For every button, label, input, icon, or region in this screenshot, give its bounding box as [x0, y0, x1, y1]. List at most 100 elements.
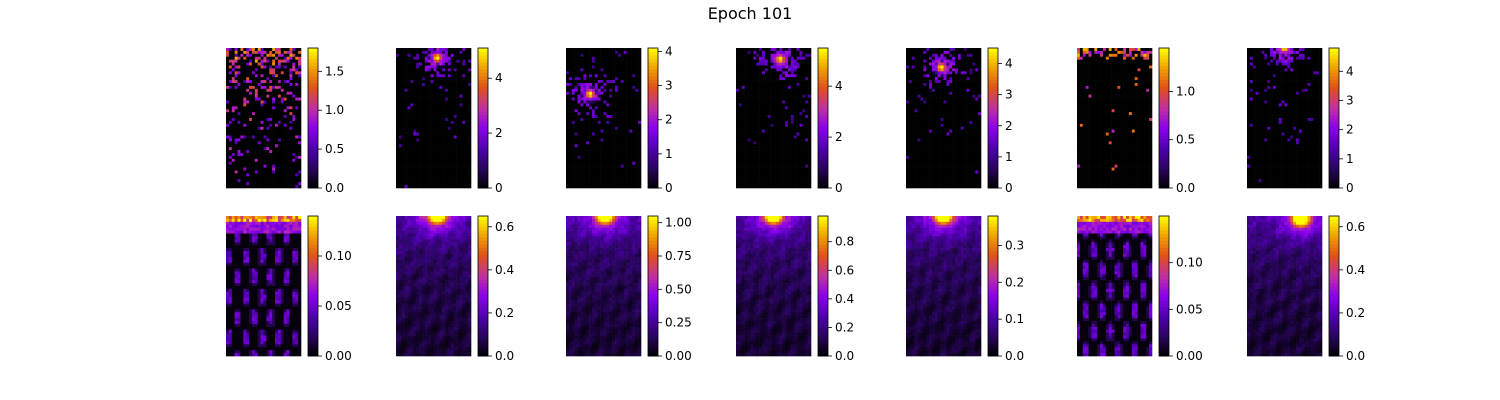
heatmap-cell	[748, 60, 751, 63]
heatmap-cell	[580, 176, 583, 179]
heatmap-cell	[448, 153, 451, 156]
heatmap-cell	[785, 103, 788, 106]
heatmap-cell	[756, 101, 759, 104]
heatmap-cell	[454, 144, 457, 147]
heatmap-cell	[278, 185, 281, 188]
heatmap-cell	[289, 162, 292, 165]
heatmap-cell	[266, 86, 269, 89]
heatmap-cell	[436, 112, 439, 115]
heatmap-cell	[586, 127, 589, 130]
heatmap-cell	[396, 115, 399, 118]
heatmap-cell	[748, 71, 751, 74]
heatmap-cell	[246, 165, 249, 168]
heatmap-cell	[768, 74, 771, 77]
heatmap-cell	[292, 159, 295, 162]
heatmap-cell	[298, 127, 301, 130]
heatmap-cell	[298, 121, 301, 124]
heatmap-cell	[289, 165, 292, 168]
heatmap-cell	[566, 51, 569, 54]
heatmap-cell	[618, 95, 621, 98]
heatmap-cell	[791, 54, 794, 57]
heatmap-cell	[275, 162, 278, 165]
heatmap-cell	[425, 98, 428, 101]
heatmap-cell	[802, 106, 805, 109]
heatmap-cell	[797, 150, 800, 153]
heatmap-cell	[462, 118, 465, 121]
heatmap-cell	[776, 86, 779, 89]
heatmap-cell	[258, 118, 261, 121]
heatmap-cell	[272, 77, 275, 80]
heatmap-cell	[586, 98, 589, 101]
heatmap-cell	[799, 77, 802, 80]
heatmap-cell	[788, 165, 791, 168]
heatmap-cell	[779, 124, 782, 127]
heatmap-cell	[604, 80, 607, 83]
heatmap-cell	[750, 95, 753, 98]
heatmap-cell	[284, 83, 287, 86]
heatmap-cell	[284, 168, 287, 171]
heatmap-cell	[272, 109, 275, 112]
heatmap-cell	[580, 165, 583, 168]
heatmap-cell	[238, 63, 241, 66]
heatmap-cell	[797, 103, 800, 106]
heatmap-cell	[465, 179, 468, 182]
heatmap-cell	[566, 176, 569, 179]
heatmap-cell	[287, 89, 290, 92]
heatmap-cell	[629, 150, 632, 153]
heatmap-cell	[229, 124, 232, 127]
heatmap-cell	[408, 92, 411, 95]
heatmap-cell	[255, 101, 258, 104]
heatmap-cell	[402, 185, 405, 188]
heatmap-cell	[462, 179, 465, 182]
heatmap-cell	[416, 77, 419, 80]
heatmap-cell	[229, 80, 232, 83]
heatmap-cell	[624, 86, 627, 89]
heatmap-cell	[566, 159, 569, 162]
heatmap-cell	[632, 71, 635, 74]
heatmap-cell	[439, 98, 442, 101]
heatmap-cell	[448, 182, 451, 185]
heatmap-cell	[612, 182, 615, 185]
heatmap-cell	[621, 141, 624, 144]
heatmap-cell	[768, 98, 771, 101]
heatmap-cell	[289, 171, 292, 174]
heatmap-cell	[794, 48, 797, 51]
heatmap-cell	[615, 127, 618, 130]
heatmap-cell	[226, 171, 229, 174]
heatmap-cell	[785, 109, 788, 112]
heatmap-cell	[638, 66, 641, 69]
heatmap-cell	[408, 83, 411, 86]
heatmap-cell	[454, 153, 457, 156]
heatmap-cell	[753, 95, 756, 98]
heatmap-cell	[808, 77, 811, 80]
heatmap-cell	[298, 86, 301, 89]
heatmap-cell	[586, 112, 589, 115]
heatmap-cell	[575, 147, 578, 150]
heatmap-cell	[428, 165, 431, 168]
heatmap-cell	[621, 109, 624, 112]
heatmap-cell	[638, 153, 641, 156]
heatmap-cell	[736, 138, 739, 141]
heatmap-cell	[235, 95, 238, 98]
heatmap-cell	[592, 115, 595, 118]
heatmap-cell	[808, 51, 811, 54]
colorbar-segment	[478, 171, 488, 175]
heatmap-cell	[454, 130, 457, 133]
heatmap-cell	[431, 121, 434, 124]
heatmap-cell	[428, 144, 431, 147]
heatmap-cell	[281, 89, 284, 92]
heatmap-cell	[765, 138, 768, 141]
heatmap-cell	[575, 103, 578, 106]
heatmap-cell	[736, 153, 739, 156]
heatmap-cell	[624, 124, 627, 127]
heatmap-cell	[569, 101, 572, 104]
heatmap-cell	[264, 106, 267, 109]
heatmap-cell	[405, 173, 408, 176]
colorbar-segment	[308, 62, 318, 66]
heatmap-cell	[586, 159, 589, 162]
heatmap-cell	[459, 80, 462, 83]
heatmap-cell	[246, 150, 249, 153]
heatmap-cell	[413, 68, 416, 71]
heatmap-cell	[595, 141, 598, 144]
heatmap-cell	[289, 153, 292, 156]
